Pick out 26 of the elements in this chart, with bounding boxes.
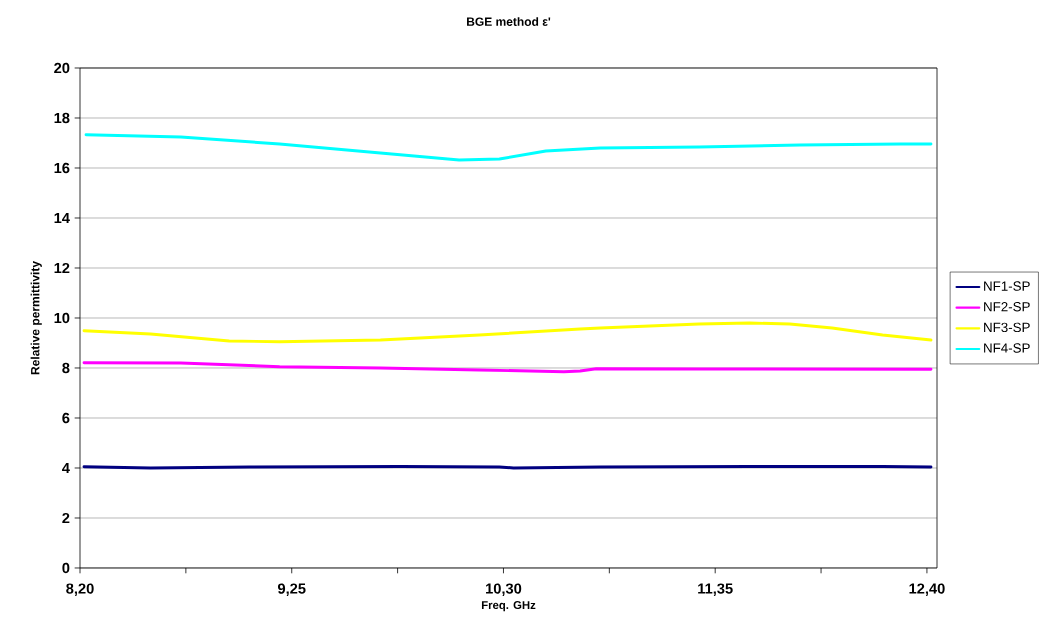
x-tick-label: 11,35 bbox=[698, 583, 733, 596]
y-tick-label: 6 bbox=[62, 412, 70, 424]
y-axis-title: Relative permittivity bbox=[30, 261, 42, 375]
y-tick-label: 12 bbox=[54, 262, 70, 274]
y-tick-label: 14 bbox=[54, 212, 70, 224]
y-tick-label: 16 bbox=[54, 162, 70, 174]
y-tick-label: 0 bbox=[62, 562, 70, 574]
x-tick-label: 9,25 bbox=[277, 583, 306, 596]
legend-label: NF2-SP bbox=[984, 302, 1030, 312]
line-series bbox=[82, 361, 933, 374]
legend-label: NF4-SP bbox=[984, 343, 1030, 353]
x-tick-label: 12,40 bbox=[909, 583, 945, 596]
legend-label: NF3-SP bbox=[984, 322, 1030, 333]
y-tick-label: 2 bbox=[62, 512, 70, 524]
y-tick-label: 18 bbox=[54, 112, 70, 124]
legend-label: NF1-SP bbox=[984, 281, 1030, 291]
x-axis-title: Freq. GHz bbox=[481, 601, 536, 612]
y-tick-label: 20 bbox=[54, 62, 70, 74]
y-tick-label: 10 bbox=[54, 312, 70, 324]
line-series bbox=[84, 133, 933, 162]
chart-title: BGE method ε' bbox=[467, 17, 551, 26]
y-tick-label: 8 bbox=[62, 362, 70, 374]
x-tick-label: 8,20 bbox=[66, 583, 94, 596]
line-series bbox=[82, 321, 933, 344]
x-tick-label: 10,30 bbox=[486, 583, 522, 596]
y-tick-label: 4 bbox=[62, 462, 70, 474]
